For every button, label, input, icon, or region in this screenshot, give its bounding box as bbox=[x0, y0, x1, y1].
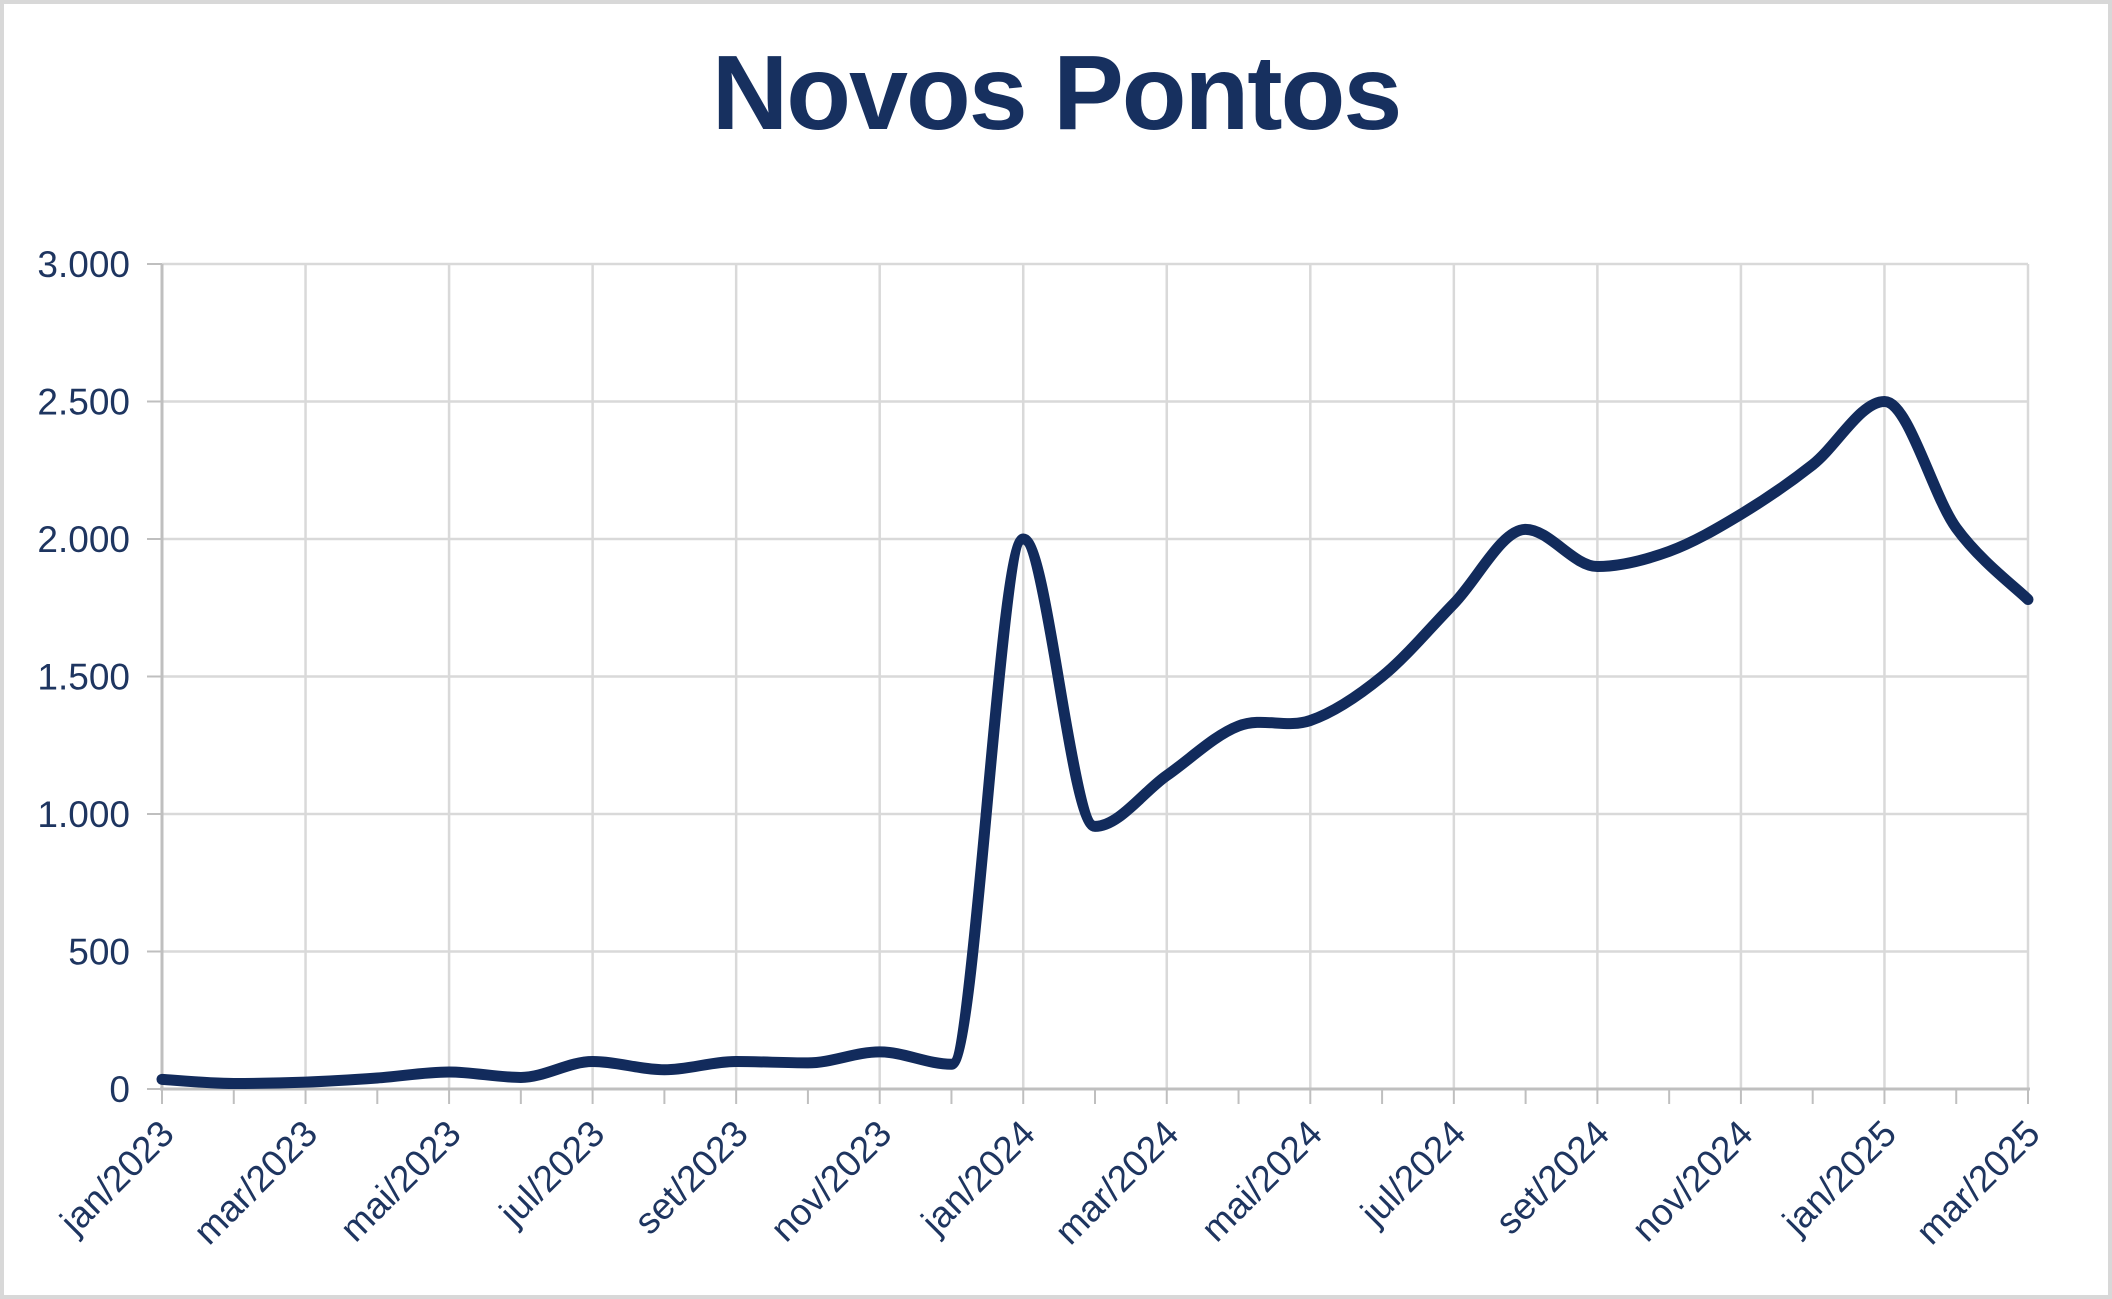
series-line bbox=[156, 396, 2034, 1089]
chart-title: Novos Pontos bbox=[711, 34, 1403, 152]
x-axis-label: jan/2025 bbox=[1774, 1113, 1904, 1243]
x-axis-labels: jan/2023 mar/2023 mai/2023 jul/2023 set/2023… bbox=[52, 1113, 2048, 1253]
gridlines bbox=[160, 262, 2030, 1089]
y-axis-label: 3.000 bbox=[37, 244, 130, 285]
y-axis-label: 2.000 bbox=[37, 519, 130, 560]
y-axis-labels: 0 500 1.000 1.500 2.000 2.500 3.000 bbox=[37, 244, 130, 1110]
tick-marks bbox=[147, 263, 2029, 1104]
y-axis-label: 0 bbox=[109, 1069, 130, 1110]
x-axis-label: jul/2024 bbox=[1352, 1113, 1473, 1234]
x-axis-label: set/2024 bbox=[1488, 1113, 1617, 1242]
y-axis-label: 1.000 bbox=[37, 794, 130, 835]
y-axis-label: 1.500 bbox=[37, 657, 130, 698]
x-axis-label: nov/2024 bbox=[1624, 1113, 1761, 1250]
series bbox=[156, 396, 2034, 1089]
x-axis-label: mar/2025 bbox=[1908, 1113, 2048, 1253]
x-axis-label: jul/2023 bbox=[491, 1113, 612, 1234]
x-axis-label: nov/2023 bbox=[763, 1113, 900, 1250]
x-axis-label: mai/2024 bbox=[1193, 1113, 1330, 1250]
x-axis-label: jan/2023 bbox=[52, 1113, 182, 1243]
x-axis-label: set/2023 bbox=[626, 1113, 755, 1242]
x-axis-label: mar/2023 bbox=[186, 1113, 326, 1253]
x-axis-label: mar/2024 bbox=[1047, 1113, 1187, 1253]
x-axis-label: jan/2024 bbox=[913, 1113, 1043, 1243]
x-axis-label: mai/2023 bbox=[332, 1113, 469, 1250]
y-axis-label: 2.500 bbox=[37, 382, 130, 423]
y-axis-label: 500 bbox=[68, 932, 130, 973]
